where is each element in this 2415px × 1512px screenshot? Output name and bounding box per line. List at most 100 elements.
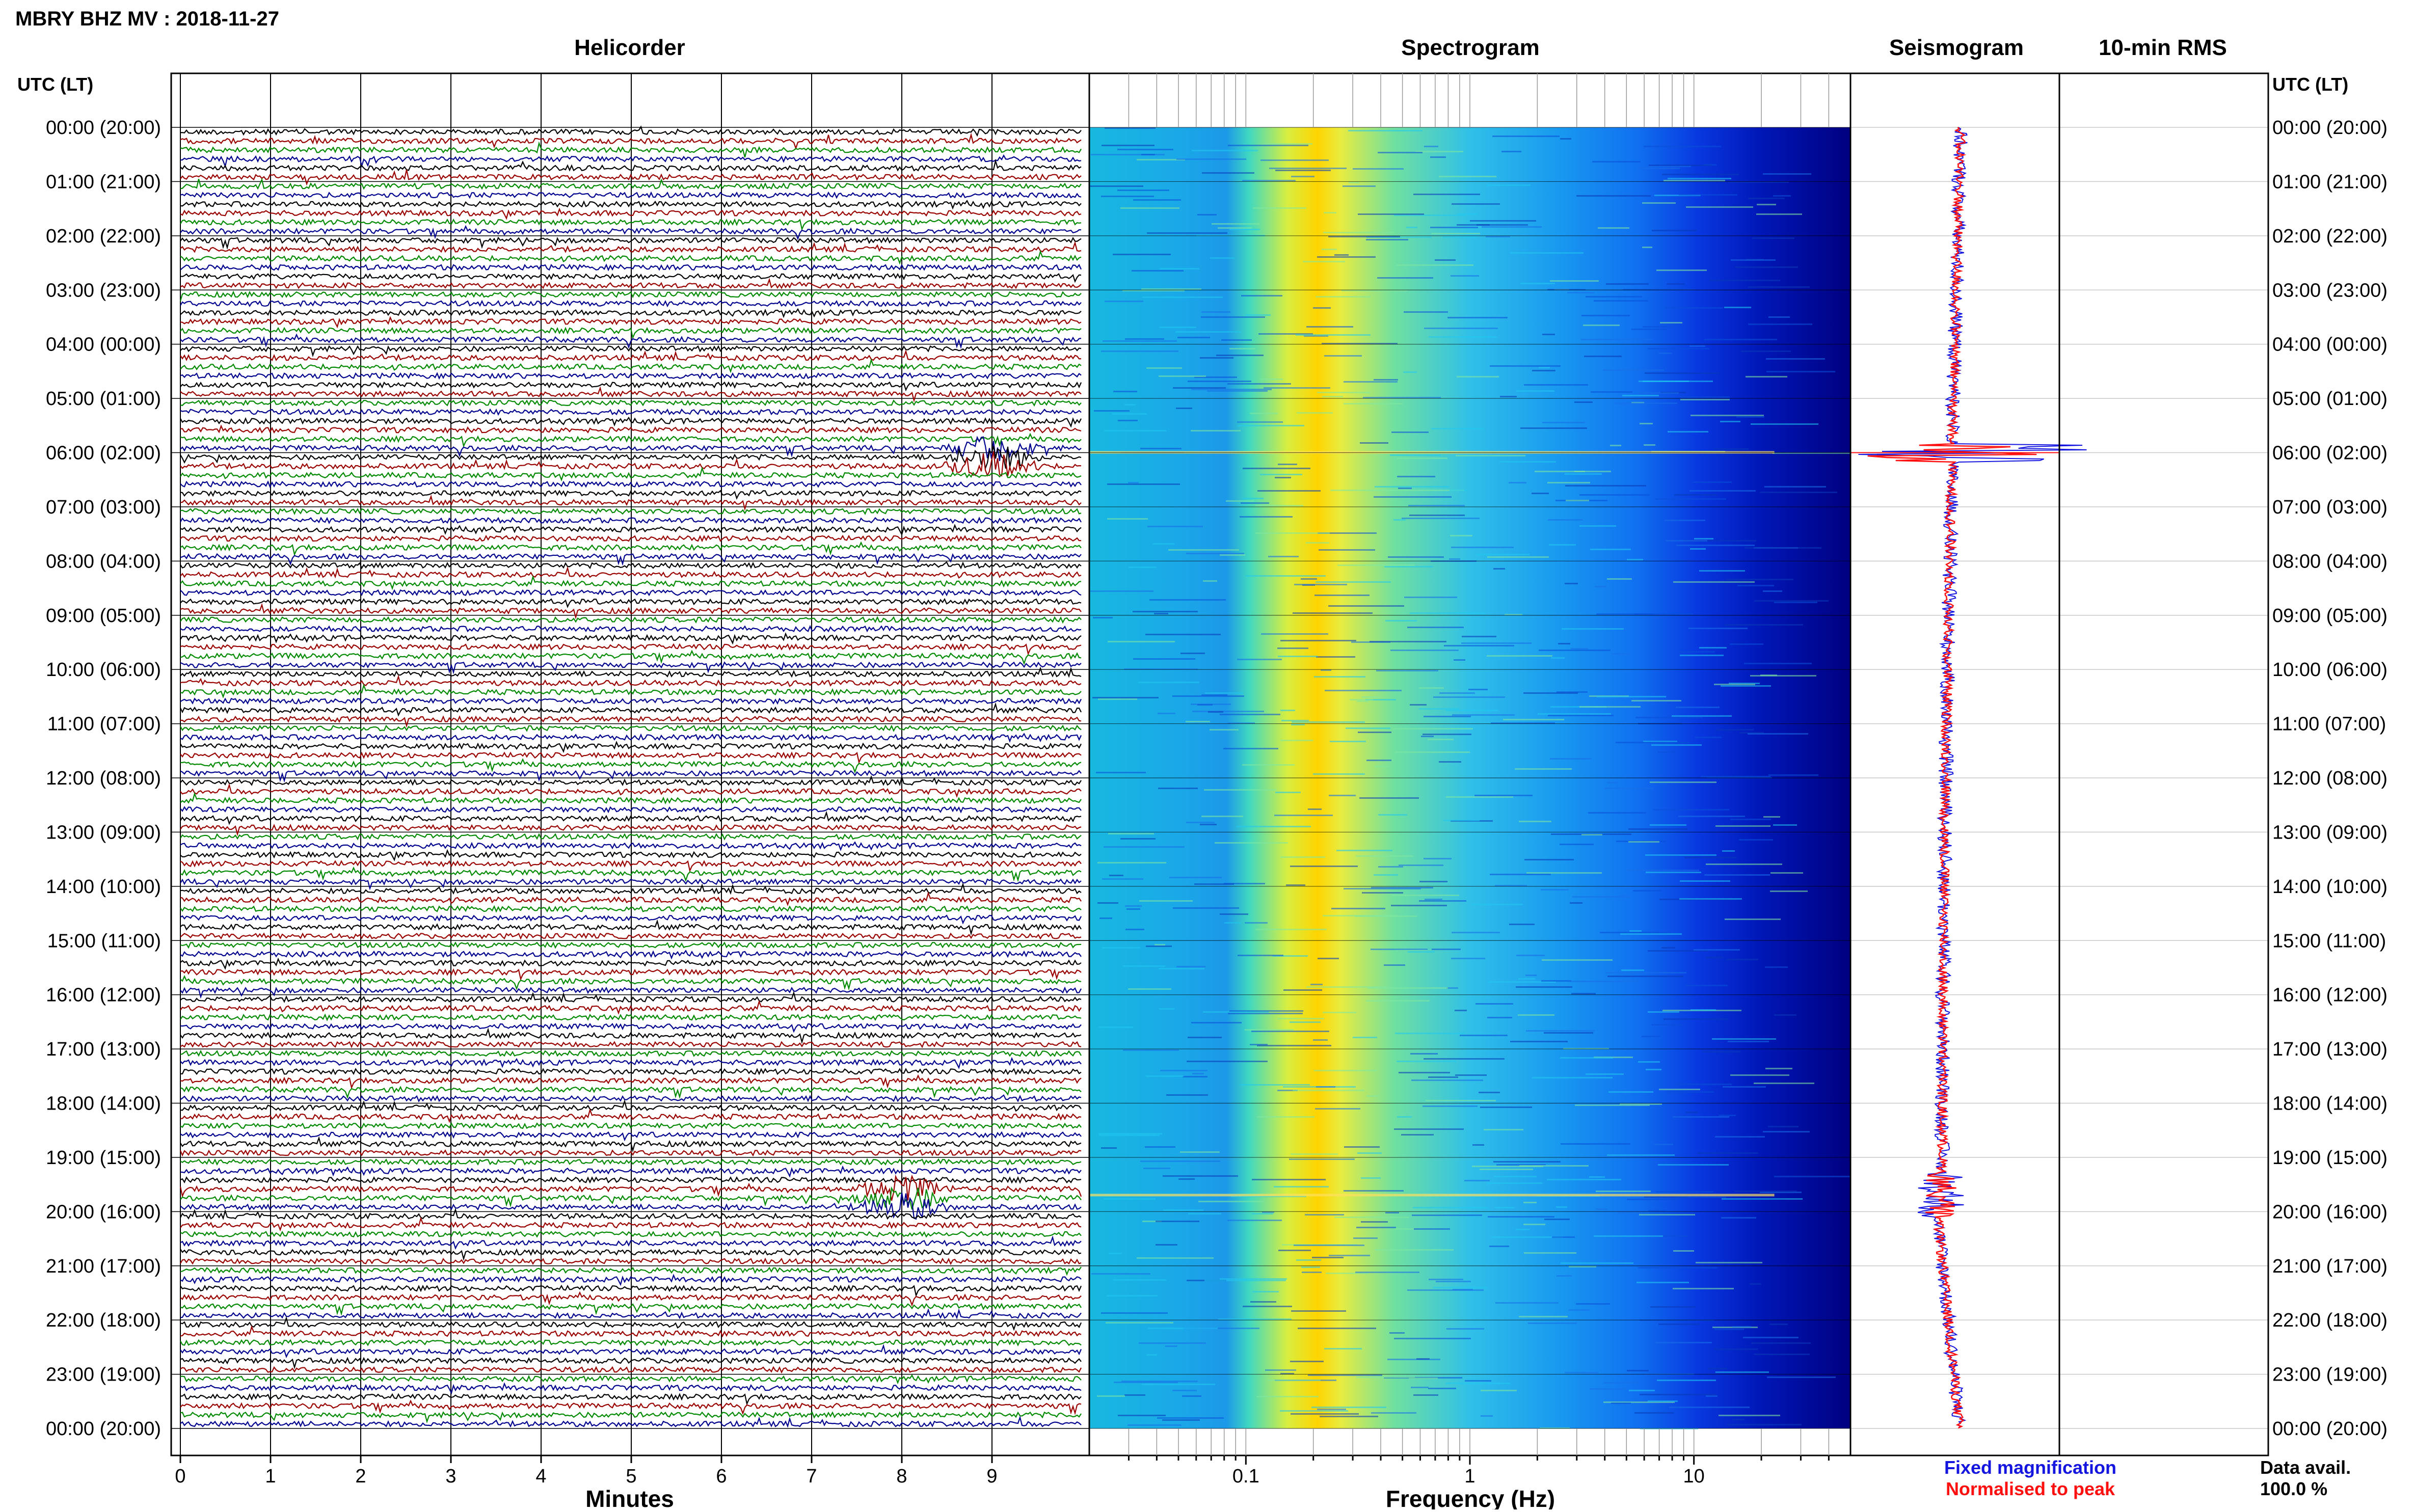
seismogram-title: Seismogram (1889, 35, 2024, 60)
spectrogram-streak (1656, 1191, 1713, 1193)
spectrogram-grid (1089, 127, 1850, 1429)
spectrogram-streak (1172, 695, 1244, 697)
spectrogram-streak (1744, 663, 1812, 664)
spectrogram-streak (1124, 1394, 1145, 1396)
helicorder-trace (180, 914, 1082, 925)
helicorder-trace (180, 1186, 1082, 1210)
spectrogram-streak (1291, 1153, 1338, 1155)
spectrogram-streak (1201, 694, 1227, 696)
spectrogram-streak (1108, 641, 1175, 642)
helicorder-trace (180, 968, 1082, 981)
spectrogram-streak (1633, 890, 1661, 892)
spectrogram-streak (1769, 1324, 1788, 1325)
spectrogram-streak (1458, 213, 1477, 215)
spectrogram-streak (1739, 839, 1773, 841)
spectrogram-streak (1645, 372, 1720, 374)
time-label-right: 11:00 (07:00) (2272, 714, 2386, 735)
helicorder-trace (180, 867, 1082, 882)
spectrogram-streak (1704, 339, 1777, 340)
spectrogram-streak (1654, 1144, 1673, 1145)
spectrogram-streak (1105, 301, 1143, 302)
helicorder-trace (180, 207, 1082, 220)
spectrogram-streak (1316, 1086, 1335, 1088)
spectrogram-streak (1227, 722, 1255, 724)
spectrogram-streak (1596, 1208, 1607, 1210)
spectrogram-streak (1750, 1283, 1761, 1285)
spectrogram-streak (1160, 268, 1199, 269)
spectrogram-streak (1091, 154, 1165, 155)
minute-tick-label: 8 (896, 1466, 907, 1487)
helicorder-trace (180, 724, 1082, 732)
spectrogram-streak (1751, 423, 1818, 425)
spectrogram-streak (1500, 396, 1517, 397)
spectrogram-streak (1638, 1061, 1660, 1063)
spectrogram-streak (1520, 283, 1555, 284)
spectrogram-streak (1278, 1250, 1311, 1251)
spectrogram-streak (1180, 1151, 1220, 1153)
spectrogram-streak (1118, 420, 1138, 421)
spectrogram-streak (1376, 670, 1438, 671)
spectrogram-streak (1156, 1221, 1199, 1222)
helicorder-trace (180, 643, 1082, 656)
spectrogram-streak (1128, 988, 1171, 990)
spectrogram-streak (1628, 828, 1687, 830)
helicorder-trace (180, 524, 1082, 536)
helicorder-trace (180, 1344, 1082, 1359)
time-label-left: 04:00 (00:00) (46, 334, 161, 356)
spectrogram-streak (1693, 481, 1732, 483)
spectrogram-streak (1658, 1164, 1729, 1166)
spectrogram-streak (1764, 486, 1826, 488)
spectrogram-streak (1419, 687, 1444, 689)
time-label-left: 07:00 (03:00) (46, 497, 161, 518)
frequency-tick-label: 10 (1683, 1466, 1705, 1487)
spectrogram-streak (1760, 674, 1777, 676)
spectrogram-streak (1679, 898, 1742, 900)
helicorder-trace (180, 683, 1082, 698)
spectrogram-streak (1146, 1354, 1157, 1356)
spectrogram-streak (1488, 981, 1556, 983)
spectrogram-streak (1114, 1382, 1178, 1383)
spectrogram-streak (1665, 520, 1705, 521)
spectrogram-streak (1604, 788, 1653, 789)
spectrogram-streak (1727, 1424, 1802, 1425)
spectrogram-streak (1642, 1036, 1660, 1037)
spectrogram-streak (1349, 182, 1359, 183)
spectrogram-streak (1141, 288, 1201, 290)
helicorder-grid (171, 73, 1089, 1455)
spectrogram-streak (1565, 485, 1646, 487)
spectrogram-streak (1535, 471, 1611, 472)
spectrogram-streak (1394, 1338, 1471, 1339)
spectrogram-streak (1321, 669, 1331, 671)
helicorder-trace (180, 878, 1082, 890)
spectrogram-streak (1421, 736, 1434, 737)
spectrogram-streak (1644, 1196, 1688, 1198)
spectrogram-streak (1572, 896, 1630, 898)
spectrogram-streak (1610, 445, 1621, 446)
spectrogram-streak (1751, 1342, 1811, 1344)
spectrogram-streak (1575, 1104, 1650, 1106)
spectrogram-streak (1701, 776, 1770, 777)
spectrogram-streak (1146, 1075, 1184, 1077)
spectrogram-streak (1663, 180, 1725, 181)
spectrogram-streak (1186, 553, 1244, 554)
spectrogram-streak (1475, 1003, 1513, 1005)
spectrogram-streak (1204, 1280, 1286, 1281)
spectrogram-streak (1519, 1165, 1589, 1167)
spectrogram-streak (1176, 158, 1246, 160)
spectrogram-streak (1243, 1306, 1292, 1307)
spectrogram-streak (1406, 227, 1417, 228)
helicorder-trace (180, 345, 1082, 358)
spectrogram-streak (1183, 1076, 1208, 1077)
spectrogram-streak (1428, 1076, 1458, 1078)
spectrogram-streak (1426, 1100, 1496, 1101)
helicorder-trace (180, 1235, 1082, 1250)
time-label-right: 17:00 (13:00) (2272, 1039, 2387, 1060)
helicorder-trace (180, 1122, 1082, 1129)
spectrogram-streak (1323, 1012, 1356, 1013)
spectrogram-streak (1627, 1370, 1649, 1371)
helicorder-trace (180, 408, 1082, 416)
spectrogram-streak (1301, 578, 1317, 580)
helicorder-trace (180, 841, 1082, 851)
spectrogram-streak (1366, 1000, 1430, 1002)
spectrogram-streak (1346, 727, 1390, 729)
